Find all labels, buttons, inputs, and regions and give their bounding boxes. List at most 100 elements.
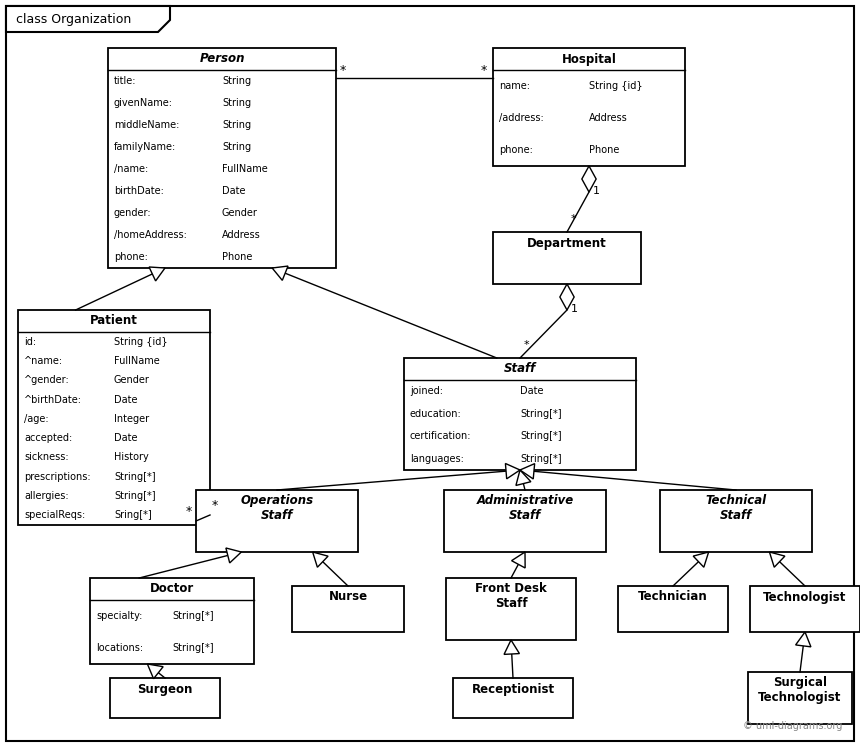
Text: Gender: Gender [114, 375, 150, 385]
Bar [292, 586, 404, 632]
Text: Receptionist: Receptionist [471, 683, 555, 695]
Polygon shape [313, 552, 328, 567]
Text: accepted:: accepted: [24, 433, 72, 443]
Polygon shape [770, 552, 785, 567]
Text: String: String [222, 142, 251, 152]
Text: joined:: joined: [410, 386, 443, 396]
Text: *: * [186, 505, 193, 518]
Bar [18, 310, 210, 525]
Text: Phone: Phone [589, 145, 619, 155]
Text: sickness:: sickness: [24, 453, 69, 462]
Text: *: * [571, 214, 576, 224]
Polygon shape [149, 267, 165, 281]
Bar [404, 358, 636, 470]
Text: phone:: phone: [499, 145, 533, 155]
Text: ^name:: ^name: [24, 356, 63, 366]
Text: String[*]: String[*] [172, 611, 213, 621]
Text: ^birthDate:: ^birthDate: [24, 394, 82, 405]
Text: Gender: Gender [222, 208, 258, 218]
Text: Nurse: Nurse [329, 590, 367, 604]
Bar [493, 232, 641, 284]
Text: familyName:: familyName: [114, 142, 176, 152]
Polygon shape [516, 470, 531, 486]
Text: locations:: locations: [96, 643, 143, 653]
Text: Person: Person [200, 52, 245, 66]
Text: FullName: FullName [222, 164, 267, 174]
Text: Address: Address [589, 113, 628, 123]
Text: Operations
Staff: Operations Staff [241, 494, 314, 522]
Text: certification:: certification: [410, 431, 471, 441]
Text: Technician: Technician [638, 590, 708, 604]
Text: String[*]: String[*] [520, 409, 562, 419]
Text: Hospital: Hospital [562, 52, 617, 66]
Text: 1: 1 [571, 304, 578, 314]
Text: Patient: Patient [90, 314, 138, 327]
Text: Front Desk
Staff: Front Desk Staff [475, 582, 547, 610]
Polygon shape [520, 464, 535, 479]
Text: phone:: phone: [114, 252, 148, 262]
Text: Surgical
Technologist: Surgical Technologist [759, 676, 842, 704]
Text: Technical
Staff: Technical Staff [705, 494, 766, 522]
Text: String[*]: String[*] [520, 431, 562, 441]
Text: allergies:: allergies: [24, 491, 69, 501]
Text: ^gender:: ^gender: [24, 375, 70, 385]
Text: middleName:: middleName: [114, 120, 180, 130]
Polygon shape [506, 463, 520, 479]
Text: Technologist: Technologist [764, 590, 847, 604]
Bar [748, 672, 852, 724]
Text: FullName: FullName [114, 356, 160, 366]
Text: String[*]: String[*] [114, 472, 156, 482]
Bar [110, 678, 220, 718]
Text: 1: 1 [593, 186, 600, 196]
Polygon shape [796, 632, 811, 647]
Text: class Organization: class Organization [16, 13, 132, 25]
Text: Phone: Phone [222, 252, 252, 262]
Text: prescriptions:: prescriptions: [24, 472, 90, 482]
Text: education:: education: [410, 409, 462, 419]
Text: *: * [340, 64, 347, 77]
Text: /homeAddress:: /homeAddress: [114, 230, 187, 240]
Text: /name:: /name: [114, 164, 148, 174]
Text: languages:: languages: [410, 453, 464, 464]
Bar [196, 490, 358, 552]
Text: name:: name: [499, 81, 530, 91]
Text: id:: id: [24, 337, 36, 347]
Text: *: * [481, 64, 488, 77]
Text: /address:: /address: [499, 113, 544, 123]
Text: Department: Department [527, 237, 607, 249]
Bar [618, 586, 728, 632]
Polygon shape [272, 266, 288, 280]
Polygon shape [560, 284, 574, 310]
Text: String: String [222, 120, 251, 130]
Text: String[*]: String[*] [114, 491, 156, 501]
Text: specialReqs:: specialReqs: [24, 510, 85, 521]
Text: Date: Date [222, 186, 245, 196]
Text: String: String [222, 98, 251, 108]
Text: Address: Address [222, 230, 261, 240]
Bar [750, 586, 860, 632]
Text: Integer: Integer [114, 414, 149, 424]
Text: givenName:: givenName: [114, 98, 173, 108]
Text: History: History [114, 453, 149, 462]
Text: Surgeon: Surgeon [138, 683, 193, 695]
Polygon shape [6, 6, 170, 32]
Bar [90, 578, 254, 664]
Text: *: * [524, 340, 530, 350]
Text: Date: Date [114, 433, 138, 443]
Text: specialty:: specialty: [96, 611, 143, 621]
Polygon shape [693, 552, 709, 567]
Text: /age:: /age: [24, 414, 49, 424]
Text: String: String [222, 76, 251, 86]
Text: gender:: gender: [114, 208, 151, 218]
Text: Staff: Staff [504, 362, 536, 376]
Text: title:: title: [114, 76, 137, 86]
Bar [453, 678, 573, 718]
Bar [444, 490, 606, 552]
Text: String[*]: String[*] [520, 453, 562, 464]
Text: Date: Date [520, 386, 544, 396]
Bar [108, 48, 336, 268]
Polygon shape [512, 552, 525, 568]
Polygon shape [226, 548, 242, 563]
Text: *: * [212, 499, 218, 512]
Bar [493, 48, 685, 166]
